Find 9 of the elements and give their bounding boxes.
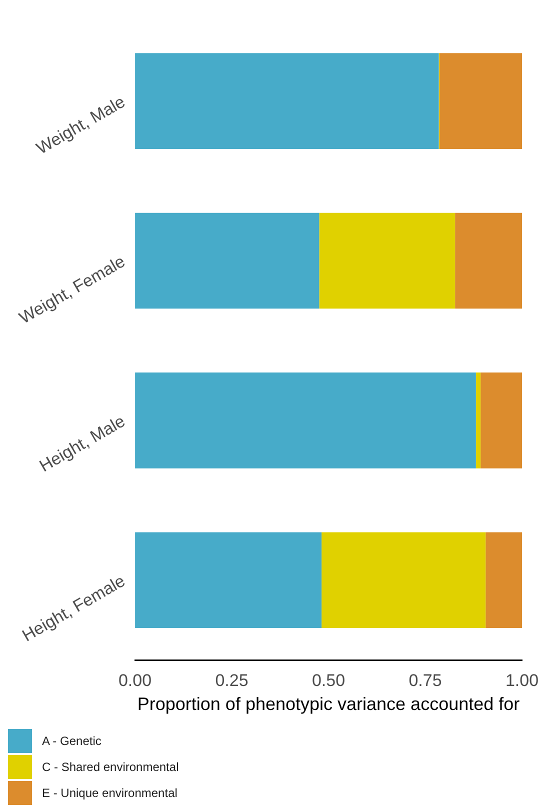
legend-label: C - Shared environmental xyxy=(42,760,179,774)
x-tick-label: 0.75 xyxy=(408,670,442,690)
legend-label: E - Unique environmental xyxy=(42,786,178,800)
x-tick-label: 0.25 xyxy=(215,670,248,690)
x-tick-label: 1.00 xyxy=(505,670,539,690)
x-tick-label: 0.00 xyxy=(118,670,152,690)
legend-label: A - Genetic xyxy=(42,734,102,748)
x-axis-title: Proportion of phenotypic variance accounted for xyxy=(137,694,520,714)
x-tick-label: 0.50 xyxy=(312,670,346,690)
